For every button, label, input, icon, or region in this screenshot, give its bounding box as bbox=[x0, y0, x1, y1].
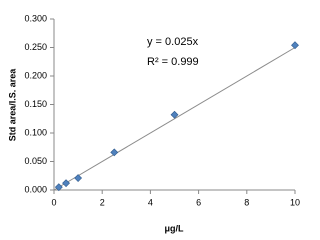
x-tick-label: 2 bbox=[100, 197, 105, 207]
x-tick-label: 4 bbox=[148, 197, 153, 207]
x-tick-label: 8 bbox=[244, 197, 249, 207]
x-tick-label: 6 bbox=[196, 197, 201, 207]
x-tick-label: 0 bbox=[51, 197, 56, 207]
equation: y = 0.025x bbox=[147, 36, 199, 48]
trendline bbox=[53, 47, 296, 191]
y-tick-label: 0.200 bbox=[24, 70, 47, 80]
point bbox=[54, 183, 63, 192]
x-axis-title: μg/L bbox=[164, 223, 184, 233]
y-axis-title: Std area/I.S. area bbox=[7, 68, 17, 142]
point bbox=[291, 41, 299, 50]
y-tick-label: 0.150 bbox=[24, 99, 47, 109]
point bbox=[62, 179, 70, 188]
point bbox=[170, 110, 179, 119]
point bbox=[74, 174, 83, 182]
r-squared: R² = 0.999 bbox=[147, 56, 199, 68]
point bbox=[110, 148, 119, 157]
y-tick-label: 0.300 bbox=[24, 13, 47, 23]
y-tick-label: 0.100 bbox=[24, 127, 47, 137]
y-tick-label: 0.050 bbox=[24, 156, 47, 166]
x-tick-label: 10 bbox=[290, 197, 300, 207]
y-tick-label: 0.000 bbox=[24, 184, 47, 194]
y-tick-label: 0.250 bbox=[24, 42, 47, 52]
